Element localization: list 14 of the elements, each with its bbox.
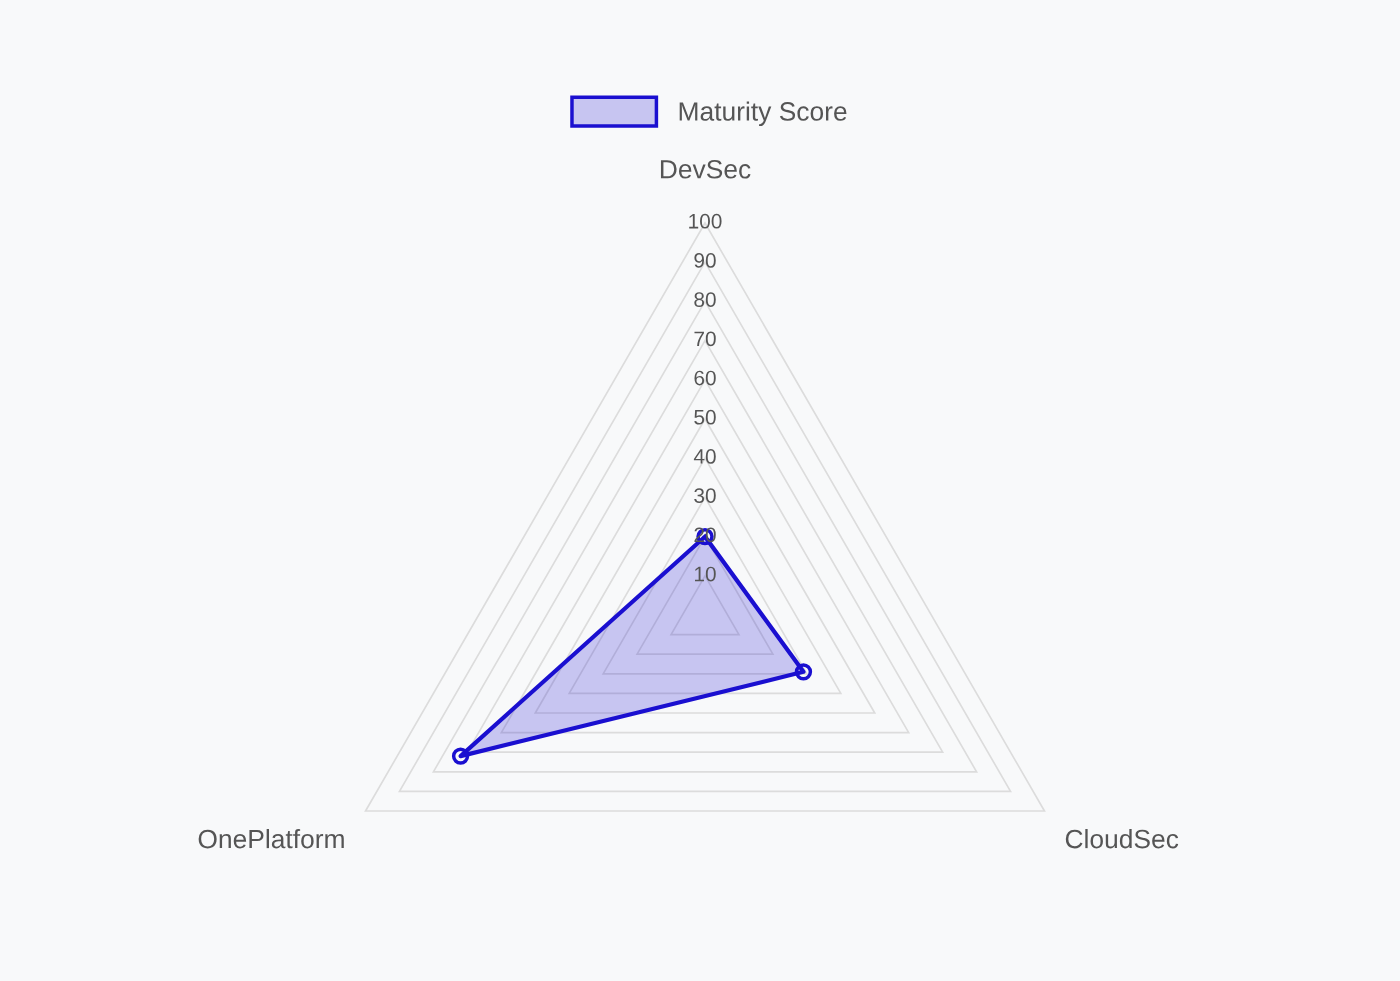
y-tick-label: 50	[694, 409, 716, 425]
y-tick-label: 20	[694, 527, 716, 543]
y-tick-label: 40	[693, 449, 716, 464]
y-tick-label: 30	[694, 488, 716, 503]
y-tick-label: 10	[695, 566, 716, 582]
y-tick-label: 100	[689, 213, 722, 229]
spoke-label: DevSec	[660, 159, 751, 179]
y-tick-label: 80	[694, 292, 716, 307]
y-tick-label: 60	[694, 370, 716, 386]
legend-label: Maturity Score	[679, 101, 847, 127]
spoke-label: OnePlatform	[198, 829, 344, 849]
y-tick-label: 90	[694, 253, 716, 268]
spoke-label: CloudSec	[1065, 829, 1179, 849]
y-tick-label: 70	[694, 331, 716, 347]
